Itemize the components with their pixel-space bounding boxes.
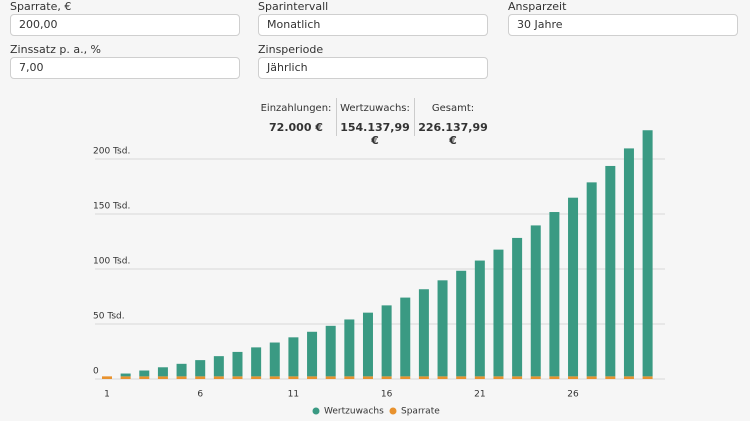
bar-segment: [512, 237, 523, 377]
bar-segment: [474, 376, 485, 379]
bar-segment: [437, 280, 448, 377]
bar-segment: [512, 376, 523, 379]
bar-segment: [307, 376, 318, 379]
bar-segment: [437, 376, 448, 379]
bar-segment: [530, 225, 541, 377]
x-tick-label: 16: [381, 390, 393, 400]
bar-segment: [549, 376, 560, 379]
bar-segment: [456, 270, 467, 377]
bar-segment: [269, 376, 280, 379]
input-field[interactable]: 30 Jahre: [508, 14, 738, 36]
bar-segment: [344, 376, 355, 379]
x-tick-label: 6: [197, 390, 203, 400]
bar-segment: [139, 376, 150, 379]
input-field[interactable]: Monatlich: [258, 14, 488, 36]
input-field[interactable]: 7,00: [10, 57, 240, 79]
bar-segment: [549, 212, 560, 377]
summary-label: Gesamt:: [431, 103, 475, 114]
y-tick-label: 50 Tsd.: [93, 312, 125, 322]
bar-segment: [400, 376, 411, 379]
bar-segment: [362, 312, 373, 377]
bar-segment: [213, 356, 224, 377]
legend-marker: [312, 407, 320, 415]
bar-segment: [157, 367, 168, 377]
bar-segment: [642, 376, 653, 379]
bar-segment: [623, 148, 634, 377]
bar-segment: [102, 376, 112, 379]
input-field[interactable]: Jährlich: [258, 57, 488, 79]
bar-segment: [232, 376, 243, 379]
summary-value: 154.137,99 €: [340, 121, 410, 147]
bar-segment: [381, 305, 392, 377]
summary-value: 72.000 €: [269, 121, 323, 134]
y-tick-label: 200 Tsd.: [93, 147, 130, 157]
x-tick-label: 21: [474, 390, 485, 400]
bar-segment: [642, 130, 653, 377]
bar-segment: [232, 351, 243, 377]
bar-segment: [251, 347, 262, 377]
bar-segment: [195, 360, 206, 377]
bar-segment: [251, 376, 262, 379]
bar-segment: [362, 376, 373, 379]
bar-segment: [418, 376, 429, 379]
bar-segment: [344, 319, 355, 377]
bar-segment: [176, 376, 187, 379]
bar-segment: [307, 331, 318, 377]
legend-marker: [389, 407, 397, 415]
summary-label: Einzahlungen:: [260, 103, 332, 114]
field-label: Zinsperiode: [258, 43, 324, 56]
summary-item: Gesamt: 226.137,99 €: [414, 103, 492, 147]
bar-segment: [176, 363, 187, 377]
summary-value: 226.137,99 €: [418, 121, 488, 147]
bar-segment: [530, 376, 541, 379]
y-tick-label: 150 Tsd.: [93, 202, 130, 212]
bar-segment: [493, 249, 504, 377]
x-tick-label: 1: [104, 390, 110, 400]
field-label: Sparrate, €: [10, 0, 72, 13]
field-label: Zinssatz p. a., %: [10, 43, 102, 56]
y-tick-label: 100 Tsd.: [93, 257, 130, 267]
bar-segment: [120, 373, 131, 377]
x-tick-label: 26: [567, 390, 579, 400]
bar-segment: [456, 376, 467, 379]
separator: [414, 98, 415, 136]
legend-label: Wertzuwachs: [324, 407, 384, 417]
bar-segment: [586, 376, 597, 379]
summary-label: Wertzuwachs:: [340, 103, 410, 114]
field-label: Ansparzeit: [508, 0, 567, 13]
bar-segment: [623, 376, 634, 379]
bar-segment: [605, 165, 616, 377]
bar-segment: [325, 325, 336, 377]
bar-segment: [213, 376, 224, 379]
separator: [335, 98, 337, 136]
bar-segment: [568, 376, 579, 379]
bar-segment: [195, 376, 206, 379]
field-label: Sparintervall: [258, 0, 329, 13]
x-tick-label: 11: [288, 390, 299, 400]
legend-label: Sparrate: [401, 407, 440, 417]
bar-segment: [418, 289, 429, 377]
bar-segment: [605, 376, 616, 379]
input-field[interactable]: 200,00: [10, 14, 240, 36]
bar-segment: [269, 342, 280, 377]
bar-segment: [139, 370, 150, 377]
bar-segment: [586, 182, 597, 377]
y-tick-label: 0: [93, 367, 99, 377]
bar-segment: [400, 297, 411, 377]
bar-segment: [381, 376, 392, 379]
bar-segment: [568, 197, 579, 377]
bar-segment: [474, 260, 485, 377]
bar-segment: [288, 376, 299, 379]
bar-segment: [120, 376, 131, 379]
summary-item: Einzahlungen: 72.000 €: [257, 103, 335, 137]
summary-item: Wertzuwachs: 154.137,99 €: [336, 103, 414, 147]
bar-segment: [288, 337, 299, 377]
bar-segment: [157, 376, 168, 379]
bar-segment: [325, 376, 336, 379]
bar-segment: [493, 376, 504, 379]
